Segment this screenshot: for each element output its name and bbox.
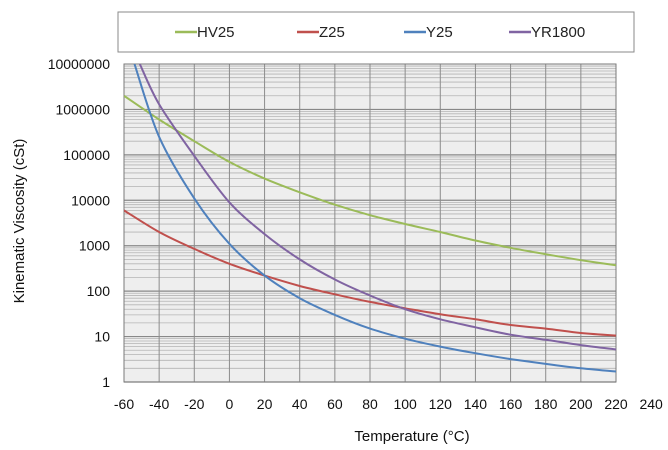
x-tick-label: -20 bbox=[184, 396, 204, 412]
y-tick-label: 10000000 bbox=[48, 56, 111, 72]
x-tick-label: 160 bbox=[499, 396, 523, 412]
series-line-z25 bbox=[124, 209, 616, 337]
legend-box bbox=[117, 11, 635, 53]
x-axis-ticks: -60 -40 -20 0 20 40 60 80 100 120 140 160 180 200 220 2… bbox=[114, 396, 663, 412]
y-tick-label: 1 bbox=[102, 374, 110, 390]
x-tick-label: 80 bbox=[362, 396, 378, 412]
y-axis-title: Kinematic Viscosity (cSt) bbox=[11, 139, 28, 304]
x-tick-label: 220 bbox=[604, 396, 628, 412]
x-axis-title: Temperature (°C) bbox=[354, 428, 469, 445]
x-tick-label: 140 bbox=[464, 396, 488, 412]
y-axis-ticks: 1 10 100 1000 10000 100000 1000000 10000000 bbox=[48, 56, 111, 390]
legend-label-z25: Z25 bbox=[319, 24, 345, 41]
y-tick-label: 1000000 bbox=[55, 101, 110, 117]
series-line-yr1800 bbox=[138, 64, 616, 351]
x-tick-label: 20 bbox=[257, 396, 273, 412]
x-tick-label: 0 bbox=[226, 396, 234, 412]
x-tick-label: 200 bbox=[569, 396, 593, 412]
y-tick-label: 1000 bbox=[79, 238, 110, 254]
y-tick-label: 10 bbox=[94, 329, 110, 345]
legend-label-y25: Y25 bbox=[426, 24, 453, 41]
series-line-hv25 bbox=[124, 94, 616, 267]
x-tick-label: 180 bbox=[534, 396, 558, 412]
legend-label-hv25: HV25 bbox=[197, 24, 235, 41]
legend-label-yr1800: YR1800 bbox=[531, 24, 585, 41]
y-tick-label: 100000 bbox=[63, 147, 110, 163]
x-tick-label: -40 bbox=[149, 396, 169, 412]
x-tick-label: 100 bbox=[393, 396, 417, 412]
x-tick-label: 120 bbox=[429, 396, 453, 412]
series-line-y25 bbox=[133, 64, 616, 373]
legend: HV25 Z25 Y25 YR1800 bbox=[117, 11, 635, 53]
x-tick-label: 240 bbox=[639, 396, 663, 412]
x-tick-label: -60 bbox=[114, 396, 134, 412]
x-tick-label: 40 bbox=[292, 396, 308, 412]
y-tick-label: 10000 bbox=[71, 192, 110, 208]
plot-area bbox=[123, 63, 617, 383]
y-tick-label: 100 bbox=[87, 283, 111, 299]
plot-frame bbox=[123, 63, 617, 383]
x-tick-label: 60 bbox=[327, 396, 343, 412]
